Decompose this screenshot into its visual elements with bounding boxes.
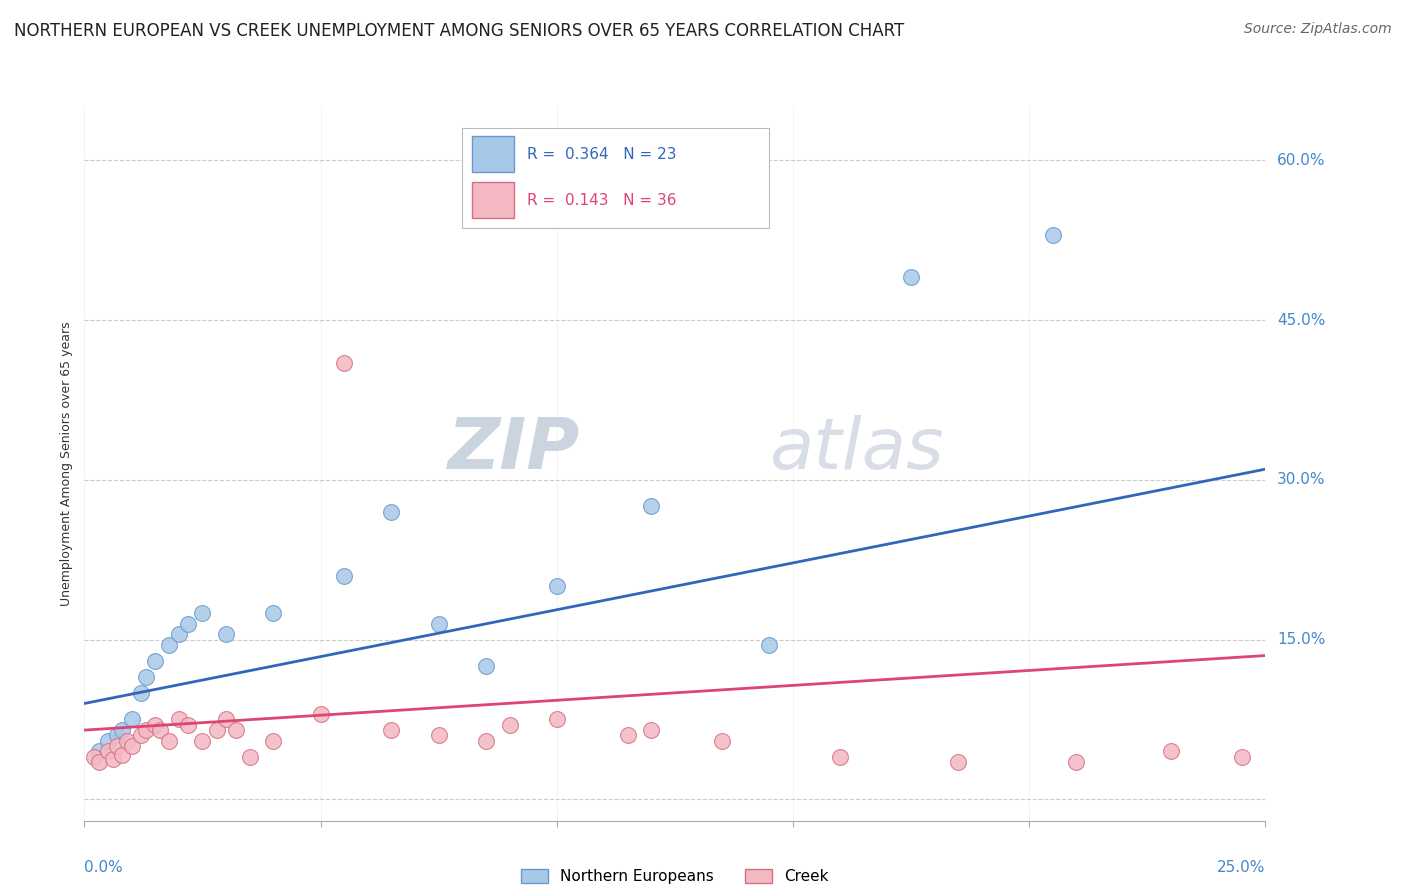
Point bbox=[1230, 749, 1253, 764]
Point bbox=[1160, 744, 1182, 758]
Point bbox=[143, 718, 166, 732]
Text: 0.0%: 0.0% bbox=[84, 860, 124, 875]
Point bbox=[380, 723, 402, 738]
Point bbox=[83, 749, 105, 764]
Text: NORTHERN EUROPEAN VS CREEK UNEMPLOYMENT AMONG SENIORS OVER 65 YEARS CORRELATION : NORTHERN EUROPEAN VS CREEK UNEMPLOYMENT … bbox=[14, 22, 904, 40]
Point bbox=[616, 728, 638, 742]
Text: 60.0%: 60.0% bbox=[1277, 153, 1326, 168]
Point bbox=[640, 500, 662, 514]
Point bbox=[135, 670, 157, 684]
Point bbox=[262, 606, 284, 620]
Point bbox=[239, 749, 262, 764]
Point bbox=[167, 713, 190, 727]
Point bbox=[900, 270, 922, 285]
Y-axis label: Unemployment Among Seniors over 65 years: Unemployment Among Seniors over 65 years bbox=[60, 321, 73, 607]
Text: 15.0%: 15.0% bbox=[1277, 632, 1326, 647]
Point bbox=[87, 755, 110, 769]
Point bbox=[948, 755, 970, 769]
Point bbox=[215, 713, 238, 727]
Point bbox=[97, 744, 120, 758]
Point bbox=[107, 728, 129, 742]
Point bbox=[121, 739, 143, 753]
Text: 25.0%: 25.0% bbox=[1218, 860, 1265, 875]
Point bbox=[111, 723, 134, 738]
Text: 30.0%: 30.0% bbox=[1277, 473, 1326, 487]
Text: Source: ZipAtlas.com: Source: ZipAtlas.com bbox=[1244, 22, 1392, 37]
Point bbox=[149, 723, 172, 738]
Point bbox=[97, 733, 120, 747]
Point bbox=[758, 638, 780, 652]
Point bbox=[1066, 755, 1088, 769]
Point bbox=[101, 752, 124, 766]
Point bbox=[830, 749, 852, 764]
Point bbox=[215, 627, 238, 641]
Point bbox=[475, 733, 498, 747]
Text: 45.0%: 45.0% bbox=[1277, 312, 1326, 327]
Point bbox=[135, 723, 157, 738]
Point bbox=[167, 627, 190, 641]
Point bbox=[225, 723, 247, 738]
Point bbox=[129, 728, 152, 742]
Point bbox=[309, 707, 332, 722]
Point bbox=[157, 638, 180, 652]
Point bbox=[333, 356, 356, 370]
Text: atlas: atlas bbox=[769, 415, 943, 484]
Point bbox=[546, 579, 568, 593]
Point bbox=[157, 733, 180, 747]
Point bbox=[711, 733, 734, 747]
Legend: Northern Europeans, Creek: Northern Europeans, Creek bbox=[520, 870, 830, 884]
Point bbox=[427, 616, 450, 631]
Point bbox=[333, 568, 356, 582]
Point bbox=[205, 723, 228, 738]
Point bbox=[475, 659, 498, 673]
Point bbox=[107, 739, 129, 753]
Point bbox=[143, 654, 166, 668]
Point bbox=[1042, 227, 1064, 242]
Point bbox=[546, 713, 568, 727]
Point bbox=[191, 733, 214, 747]
Point bbox=[129, 686, 152, 700]
Point bbox=[262, 733, 284, 747]
Point bbox=[111, 747, 134, 762]
Text: ZIP: ZIP bbox=[449, 415, 581, 484]
Point bbox=[87, 744, 110, 758]
Point bbox=[498, 718, 520, 732]
Point bbox=[177, 718, 200, 732]
Point bbox=[191, 606, 214, 620]
Point bbox=[115, 733, 138, 747]
Point bbox=[177, 616, 200, 631]
Point bbox=[121, 713, 143, 727]
Point bbox=[380, 505, 402, 519]
Point bbox=[640, 723, 662, 738]
Point bbox=[427, 728, 450, 742]
